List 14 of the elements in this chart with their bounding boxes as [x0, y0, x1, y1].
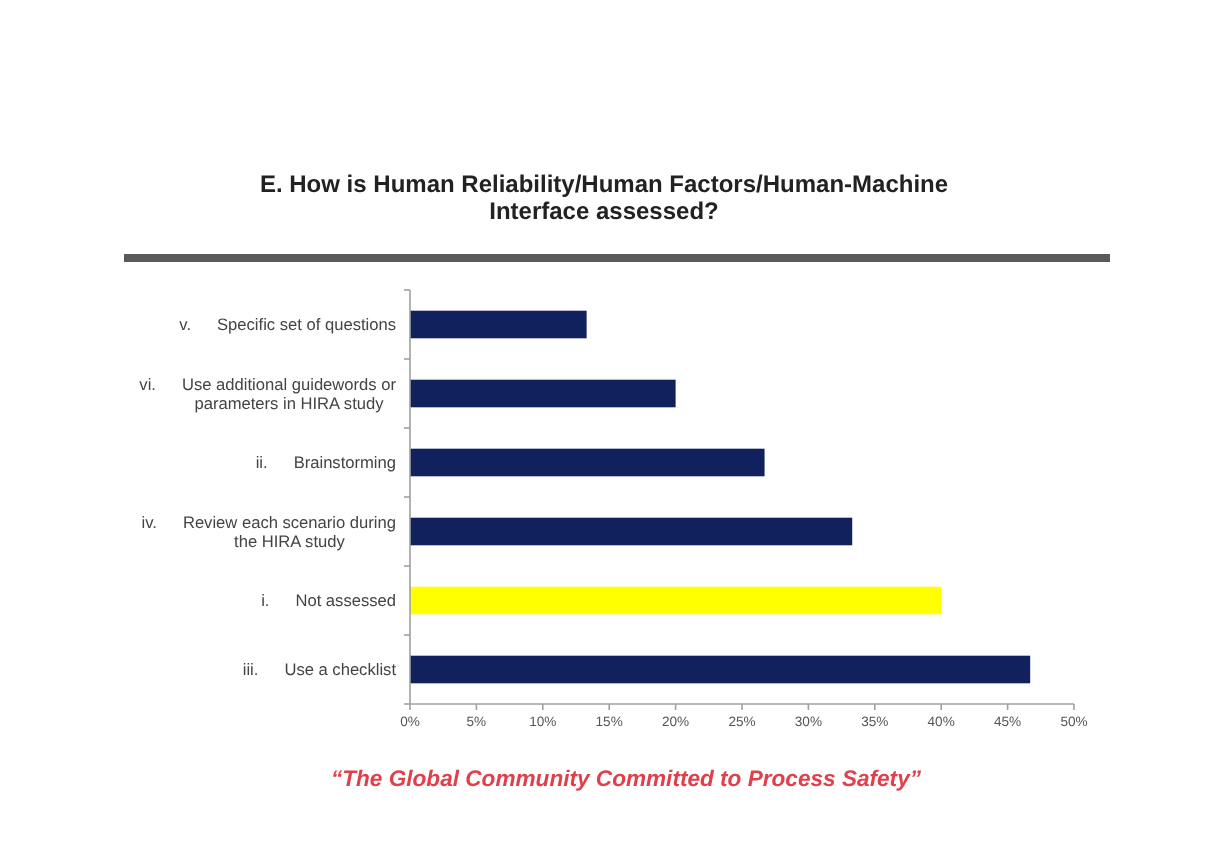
text: “The Global Community Committed to Process Safety”	[330, 768, 922, 792]
category-label: v. Specific set of questions	[179, 314, 397, 335]
category-label: iv. Review each scenario during the HIRA study	[141, 511, 397, 551]
bar	[410, 655, 1031, 684]
bar	[410, 586, 942, 615]
bar	[410, 310, 587, 339]
category-label: ii. Brainstorming	[255, 452, 396, 473]
bar	[410, 379, 676, 408]
category-label: i. Not assessed	[261, 590, 397, 611]
bar	[410, 448, 765, 477]
chart-title: E. How is Human Reliability/Human Factors/Human-Machine Interface assessed?	[259, 170, 949, 225]
category-label: iii. Use a checklist	[242, 659, 396, 680]
category-label: vi. Use additional guidewords or parameters in HIRA study	[139, 373, 397, 413]
bar	[410, 517, 853, 546]
